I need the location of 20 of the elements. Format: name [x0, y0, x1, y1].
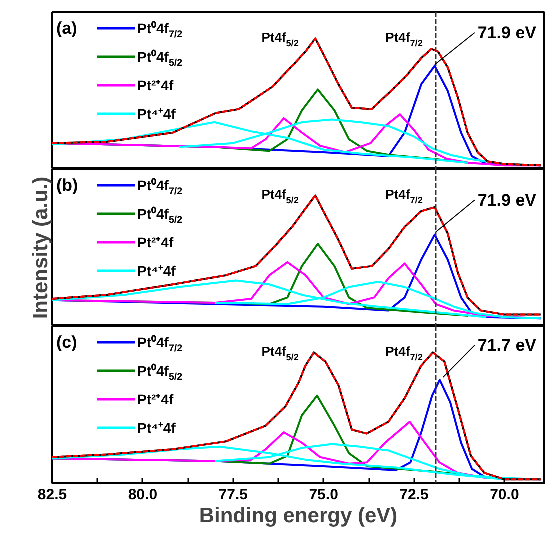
x-tick-label: 82.5 [38, 486, 68, 504]
text: (c) [56, 333, 78, 352]
legend-label: Pt²⁺4f [138, 78, 174, 94]
x-axis-title: Binding energy (eV) [199, 504, 398, 528]
legend-label: Pt⁴⁺4f [138, 106, 176, 122]
text: (a) [56, 19, 78, 38]
legend-label: Pt⁴⁺4f [138, 263, 176, 279]
x-tick-label: 80.0 [128, 486, 158, 504]
x-tick-label: 77.5 [218, 486, 248, 504]
legend-label: Pt²⁺4f [138, 234, 174, 250]
annotation: 71.7 eV [478, 336, 538, 356]
x-tick-label: 75.0 [309, 486, 338, 504]
annotation: 71.9 eV [478, 190, 538, 210]
text: (b) [56, 176, 78, 195]
y-axis-title: Intensity (a.u.) [30, 176, 52, 320]
annotation: 71.9 eV [478, 23, 538, 42]
x-tick-label: 70.0 [490, 486, 520, 504]
legend-label: Pt²⁺4f [138, 392, 174, 408]
x-tick-label: 72.5 [400, 486, 429, 504]
legend-label: Pt⁴⁺4f [138, 420, 176, 436]
